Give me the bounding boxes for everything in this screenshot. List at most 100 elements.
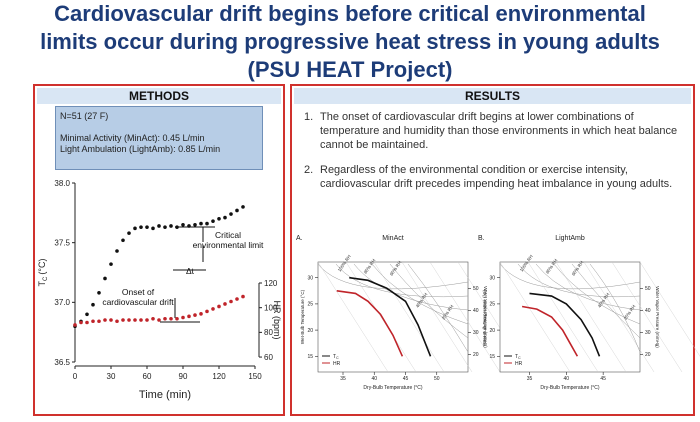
data-point bbox=[193, 313, 197, 317]
chart-title: MinAct bbox=[382, 235, 403, 242]
wet-bulb-line bbox=[555, 261, 627, 373]
y2-axis-label: Water Vapor Pressure (mmHg) bbox=[483, 286, 488, 348]
info-line: N=51 (27 F) bbox=[60, 111, 109, 121]
wet-bulb-line bbox=[639, 261, 700, 357]
x-tick-label: 45 bbox=[403, 376, 409, 382]
data-point bbox=[199, 312, 203, 316]
data-point bbox=[139, 318, 143, 322]
data-point bbox=[241, 294, 245, 299]
data-point bbox=[91, 319, 95, 324]
data-point bbox=[121, 238, 125, 243]
y-tick-label: 25 bbox=[489, 302, 495, 308]
x-tick-label: 150 bbox=[248, 372, 262, 381]
wet-bulb-line bbox=[317, 261, 389, 373]
psychro-line bbox=[571, 263, 641, 339]
data-point bbox=[91, 302, 95, 307]
chart-title: LightAmb bbox=[555, 235, 585, 242]
wet-bulb-line bbox=[611, 261, 683, 373]
y-tick-label: 30 bbox=[307, 275, 313, 281]
methods-heading: METHODS bbox=[37, 88, 281, 104]
item-text: The onset of cardiovascular drift begins… bbox=[320, 111, 678, 151]
data-point bbox=[139, 225, 143, 229]
x-tick-label: 35 bbox=[527, 376, 533, 382]
panel-label: A. bbox=[296, 235, 303, 242]
y2-tick-label: 100 bbox=[264, 303, 278, 312]
psychro-line bbox=[589, 263, 641, 353]
annotation: Critical environmental limit bbox=[193, 230, 264, 250]
y2-tick-label: 20 bbox=[645, 352, 651, 358]
data-point bbox=[169, 316, 173, 321]
data-point bbox=[187, 314, 191, 319]
wet-bulb-line bbox=[429, 261, 501, 373]
legend-label: HR bbox=[333, 361, 341, 367]
y2-tick-label: 30 bbox=[473, 330, 479, 336]
item-number: 1. bbox=[304, 111, 314, 123]
series-line bbox=[349, 276, 432, 357]
data-point bbox=[127, 318, 131, 322]
y-tick-label: 38.0 bbox=[54, 179, 70, 188]
data-point bbox=[109, 318, 113, 322]
data-point bbox=[205, 221, 209, 226]
data-point bbox=[163, 316, 167, 321]
legend-name: HR bbox=[515, 361, 523, 367]
y2-tick-label: 40 bbox=[645, 308, 651, 314]
data-point bbox=[181, 222, 185, 227]
x-tick-label: 50 bbox=[434, 376, 440, 382]
data-point bbox=[79, 320, 83, 325]
psychro-line bbox=[535, 263, 641, 311]
legend-name: HR bbox=[333, 361, 341, 367]
x-tick-label: 35 bbox=[340, 376, 346, 382]
legend-name: T bbox=[515, 354, 518, 360]
y-tick-label: 37.0 bbox=[54, 298, 70, 307]
wet-bulb-line bbox=[345, 261, 417, 373]
y-tick-label: 25 bbox=[307, 302, 313, 308]
data-point bbox=[217, 304, 221, 309]
psychro-line bbox=[499, 263, 641, 290]
series-line bbox=[521, 305, 579, 357]
y2-tick-label: 50 bbox=[645, 286, 651, 292]
data-point bbox=[223, 302, 227, 306]
x-axis-label: Dry-Bulb Temperature (°C) bbox=[363, 385, 422, 391]
x-tick-label: 60 bbox=[143, 372, 152, 381]
y2-axis-label: Water Vapor Pressure (mmHg) bbox=[655, 286, 660, 348]
data-point bbox=[133, 318, 137, 322]
annotation: Onset of cardiovascular drift bbox=[102, 287, 174, 307]
data-point bbox=[229, 212, 233, 216]
y2-tick-label: 60 bbox=[264, 353, 273, 362]
legend-label: TC bbox=[333, 354, 339, 360]
y2-axis-label: HR (bpm) bbox=[272, 301, 282, 340]
data-point bbox=[133, 226, 137, 231]
results-heading: RESULTS bbox=[294, 88, 691, 104]
wet-bulb-line bbox=[527, 261, 599, 373]
y-tick-label: 30 bbox=[489, 275, 495, 281]
methods-panel: METHODS N=51 (27 F) Minimal Activity (Mi… bbox=[33, 84, 285, 416]
panel-label: B. bbox=[478, 235, 485, 242]
data-point bbox=[145, 318, 149, 322]
info-line: Light Ambulation (LightAmb): 0.85 L/min bbox=[60, 144, 221, 154]
psychro-line bbox=[335, 263, 469, 298]
data-point bbox=[115, 249, 119, 253]
wet-bulb-line bbox=[401, 261, 473, 373]
data-point bbox=[199, 221, 203, 226]
data-point bbox=[73, 323, 77, 327]
data-point bbox=[217, 217, 221, 221]
data-point bbox=[235, 297, 239, 301]
data-point bbox=[85, 320, 89, 325]
y2-tick-label: 80 bbox=[264, 328, 273, 337]
y-tick-label: 20 bbox=[489, 328, 495, 334]
info-box: N=51 (27 F) Minimal Activity (MinAct): 0… bbox=[55, 106, 263, 170]
item-number: 2. bbox=[304, 164, 314, 176]
data-point bbox=[157, 224, 161, 228]
data-point bbox=[103, 318, 107, 322]
annotation-line-2: environmental limit bbox=[193, 240, 264, 250]
results-panel: RESULTS 1. The onset of cardiovascular dr… bbox=[290, 84, 695, 416]
psychro-line bbox=[407, 263, 469, 353]
result-item: 2. Regardless of the environmental condit… bbox=[292, 163, 693, 191]
annotation-line-2: cardiovascular drift bbox=[102, 297, 174, 307]
data-point bbox=[175, 316, 179, 321]
data-point bbox=[163, 225, 167, 229]
y-axis-label: Wet-Bulb Temperature (°C) bbox=[300, 289, 305, 344]
x-tick-label: 40 bbox=[371, 376, 377, 382]
